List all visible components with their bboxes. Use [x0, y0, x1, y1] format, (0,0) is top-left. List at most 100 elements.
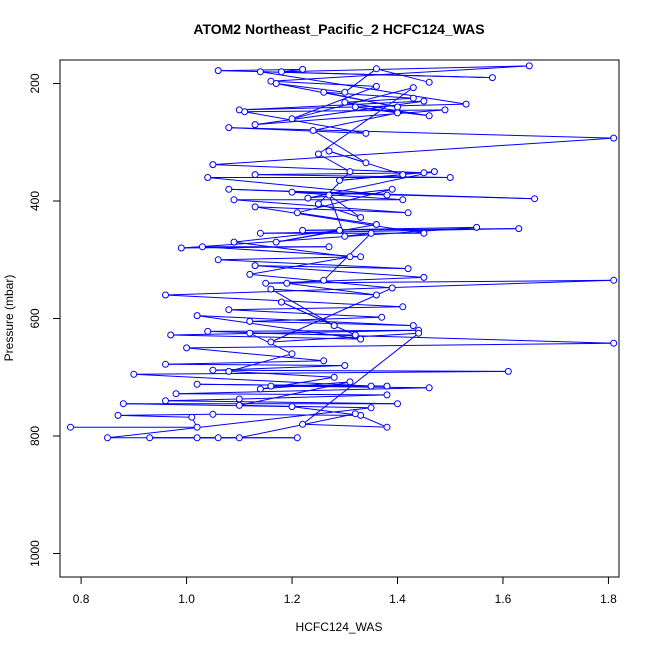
data-point: [288, 350, 296, 358]
series-segment: [165, 363, 345, 366]
data-point: [351, 410, 359, 418]
data-point: [293, 434, 301, 442]
data-point: [341, 88, 349, 96]
series-segment: [212, 413, 361, 416]
data-point: [394, 103, 401, 111]
data-point: [420, 229, 428, 237]
data-point: [251, 203, 259, 211]
series-segment: [212, 369, 509, 372]
data-point: [351, 331, 359, 339]
series-segment: [302, 423, 388, 428]
data-point: [114, 411, 122, 419]
data-point: [420, 273, 428, 281]
x-tick-label: 1.4: [389, 592, 406, 606]
data-point: [235, 106, 243, 114]
series-segment: [175, 387, 430, 395]
data-point: [204, 327, 212, 335]
data-point: [162, 397, 169, 405]
data-point: [610, 134, 618, 142]
data-point: [198, 243, 206, 251]
data-point: [473, 223, 481, 231]
data-point: [230, 196, 238, 204]
data-point: [267, 338, 275, 346]
data-point: [357, 253, 365, 261]
series-segment: [233, 229, 340, 243]
data-point: [462, 100, 470, 108]
data-point: [515, 225, 523, 233]
data-point: [425, 112, 433, 120]
series-segment: [186, 342, 614, 349]
data-point: [214, 67, 222, 75]
data-point: [162, 291, 169, 299]
series-segment: [239, 404, 372, 409]
data-point: [272, 80, 280, 87]
data-point: [430, 168, 438, 176]
data-point: [288, 403, 296, 411]
series-segment: [212, 164, 424, 174]
series-segment: [328, 150, 367, 164]
series-segment: [186, 347, 324, 362]
y-tick-label: 800: [28, 426, 42, 446]
data-point: [446, 174, 454, 181]
series-segment: [239, 100, 424, 111]
x-tick-label: 1.0: [178, 592, 195, 606]
data-point: [383, 382, 391, 390]
series-segment: [165, 398, 240, 402]
data-point: [193, 312, 201, 320]
data-point: [325, 243, 333, 251]
data-point: [346, 253, 354, 261]
data-point: [399, 303, 407, 311]
data-point: [394, 109, 401, 117]
data-point: [362, 129, 370, 137]
data-point: [146, 434, 154, 442]
data-point: [251, 262, 259, 270]
data-point: [177, 244, 185, 252]
series-segment: [197, 315, 414, 327]
data-point: [409, 94, 417, 102]
series-segment: [281, 65, 530, 73]
y-tick-label: 1000: [28, 540, 42, 567]
y-tick-label: 400: [28, 191, 42, 211]
series-segment: [255, 172, 424, 176]
data-point: [251, 171, 259, 179]
data-point: [209, 366, 217, 374]
data-point: [362, 159, 370, 167]
series-segment: [339, 174, 403, 181]
data-point: [341, 98, 349, 106]
series-segment: [175, 393, 388, 396]
data-point: [415, 329, 423, 337]
data-point: [288, 188, 296, 196]
data-point: [230, 238, 238, 246]
series-segment: [270, 288, 335, 327]
series-segment: [276, 83, 345, 93]
data-point: [425, 78, 433, 86]
data-point: [336, 226, 343, 234]
data-point: [172, 390, 180, 398]
data-point: [304, 194, 312, 202]
data-point: [420, 169, 428, 177]
data-point: [525, 62, 533, 70]
series-segment: [233, 241, 351, 258]
series-segment: [133, 373, 372, 387]
series-segment: [270, 80, 377, 87]
data-point: [235, 434, 243, 442]
data-point: [314, 150, 322, 158]
series-segment: [270, 288, 377, 296]
series-segment: [297, 212, 377, 225]
series-segment: [212, 137, 614, 166]
data-point: [346, 378, 354, 386]
series-segment: [239, 381, 351, 406]
series-segment: [212, 365, 345, 371]
series-segment: [228, 306, 403, 311]
series-segment: [228, 370, 335, 378]
y-tick-label: 600: [28, 308, 42, 328]
data-point: [320, 276, 328, 284]
series-segment: [255, 109, 446, 126]
series-segment: [276, 83, 398, 108]
data-point: [404, 209, 412, 217]
series-segment: [233, 199, 409, 214]
series-segment: [255, 174, 451, 178]
data-point: [293, 209, 301, 217]
x-axis-label: HCFC124_WAS: [296, 620, 383, 634]
x-tick-label: 1.2: [284, 592, 301, 606]
